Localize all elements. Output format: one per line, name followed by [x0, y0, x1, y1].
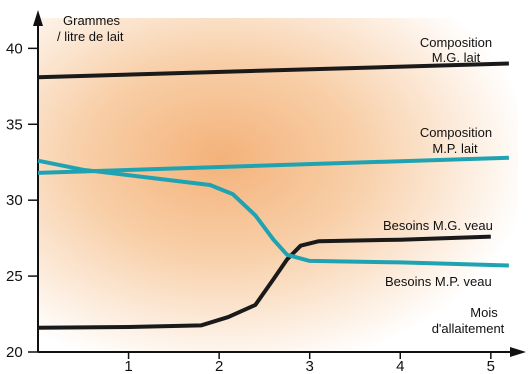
label-besoins-mp-veau: Besoins M.P. veau	[385, 274, 492, 289]
y-tick-label-40: 40	[6, 40, 23, 57]
axes	[33, 10, 526, 357]
label-composition-mg-line-1: Composition	[420, 35, 492, 50]
x-tick-label-4: 4	[396, 358, 404, 374]
x-axis-arrow	[510, 347, 526, 357]
series-labels: Composition M.G. lait Composition M.P. l…	[383, 35, 493, 289]
x-axis-title: Mois d'allaitement	[432, 305, 505, 336]
y-tick-label-20: 20	[6, 344, 23, 361]
series-line-besoins_mp	[37, 158, 509, 268]
label-composition-mp-line-2: M.P. lait	[432, 141, 478, 156]
label-composition-mp-line-1: Composition	[420, 125, 492, 140]
y-tick-label-25: 25	[6, 268, 23, 285]
y-tick-label-35: 35	[6, 116, 23, 133]
series-line-besoins_mg	[37, 234, 491, 330]
plot-background	[38, 18, 518, 352]
x-tick-label-3: 3	[306, 358, 314, 374]
y-axis-arrow	[33, 10, 43, 26]
x-tick-label-1: 1	[124, 358, 132, 374]
ticks: 1 2 3 4 5 20 25 30 35 40	[6, 40, 495, 374]
x-axis-title-line-2: d'allaitement	[432, 321, 505, 336]
x-tick-label-5: 5	[487, 358, 495, 374]
series-line-mp_lait	[37, 155, 509, 175]
y-axis-title-line-2: / litre de lait	[57, 29, 124, 44]
series-lines	[37, 61, 509, 330]
y-axis-title: Grammes / litre de lait	[57, 13, 124, 44]
y-axis-title-line-1: Grammes	[63, 13, 121, 28]
label-composition-mg-line-2: M.G. lait	[432, 50, 481, 65]
y-tick-label-30: 30	[6, 192, 23, 209]
series-line-mg_lait	[37, 61, 509, 80]
label-besoins-mg-veau: Besoins M.G. veau	[383, 218, 493, 233]
x-axis-title-line-1: Mois	[470, 305, 498, 320]
x-tick-label-2: 2	[215, 358, 223, 374]
